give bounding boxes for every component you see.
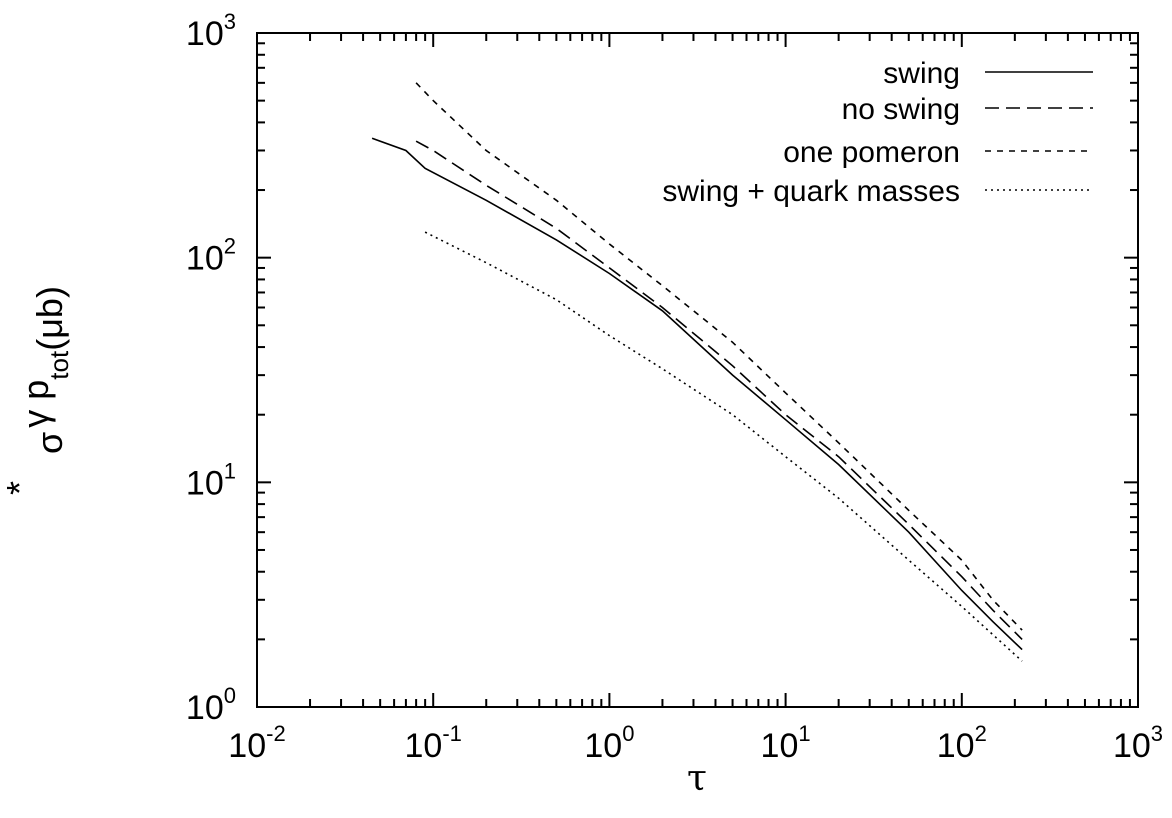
series-group bbox=[372, 83, 1022, 661]
series-line-4 bbox=[425, 232, 1022, 661]
y-label-star: * bbox=[0, 481, 40, 495]
legend-label: one pomeron bbox=[783, 136, 960, 169]
y-tick-label: 103 bbox=[186, 9, 236, 53]
y-label-unit: (μb) bbox=[29, 286, 70, 351]
x-tick-label: 100 bbox=[584, 721, 634, 765]
axis-tick-labels: 10-2 10-1 100 101 102 103 100 101 102 103 bbox=[186, 9, 1163, 765]
x-tick-label: 101 bbox=[761, 721, 811, 765]
x-tick-label: 102 bbox=[937, 721, 987, 765]
axis-ticks bbox=[257, 33, 1138, 707]
x-tick-label: 10-1 bbox=[405, 721, 462, 765]
x-tick-label: 103 bbox=[1113, 721, 1163, 765]
legend-label: swing bbox=[883, 57, 960, 90]
x-axis-label: τ bbox=[687, 758, 707, 799]
series-line-1 bbox=[372, 138, 1022, 649]
y-label-gamma-p: γ p bbox=[15, 380, 56, 428]
y-label-sigma: σ bbox=[29, 432, 70, 454]
y-tick-label: 100 bbox=[186, 683, 236, 727]
y-tick-label: 101 bbox=[186, 458, 236, 502]
y-axis-label: σ γ ptot(μb) * bbox=[0, 286, 74, 495]
svg-text:σγ ptot(μb): σ γ ptot(μb) bbox=[15, 286, 74, 454]
y-label-subscript: tot bbox=[44, 350, 74, 380]
legend-label: no swing bbox=[842, 93, 960, 126]
series-line-2 bbox=[416, 141, 1022, 639]
x-tick-label: 10-2 bbox=[228, 721, 285, 765]
y-tick-label: 102 bbox=[186, 234, 236, 278]
legend-label: swing + quark masses bbox=[662, 175, 960, 208]
plot-frame bbox=[257, 33, 1138, 707]
